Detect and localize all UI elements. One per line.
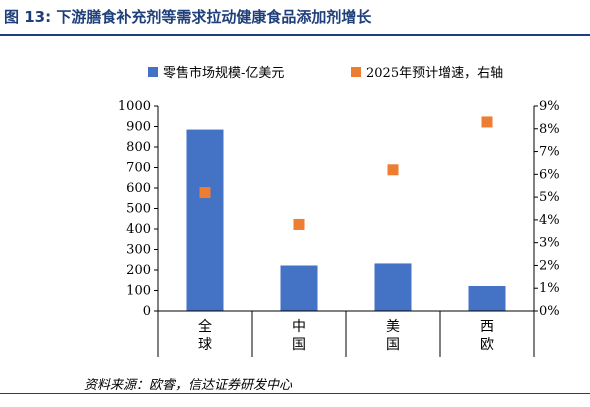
legend-label-growth: 2025年预计增速，右轴 bbox=[366, 66, 503, 81]
y-right-tick-label: 4% bbox=[539, 213, 560, 228]
growth-marker-0 bbox=[199, 187, 211, 199]
figure-title: 图 13: 下游膳食补充剂等需求拉动健康食品添加剂增长 bbox=[4, 8, 372, 26]
y-right-tick-label: 9% bbox=[539, 99, 560, 114]
y-right-tick-label: 8% bbox=[539, 122, 560, 137]
bar-2 bbox=[374, 263, 412, 311]
figure-header: 图 13: 下游膳食补充剂等需求拉动健康食品添加剂增长 bbox=[0, 0, 590, 36]
y-right-tick-label: 3% bbox=[539, 236, 560, 251]
growth-marker-1 bbox=[293, 218, 305, 230]
y-left-tick-label: 500 bbox=[126, 202, 151, 217]
y-left-tick-label: 900 bbox=[126, 120, 151, 135]
bar-1 bbox=[280, 265, 318, 311]
x-tick-label-3: 西欧 bbox=[480, 319, 494, 353]
y-left-tick-label: 1000 bbox=[118, 99, 151, 114]
y-right-tick-label: 6% bbox=[539, 167, 560, 182]
growth-marker-2 bbox=[387, 164, 399, 176]
y-left-tick-label: 600 bbox=[126, 181, 151, 196]
bottom-divider bbox=[0, 393, 590, 394]
x-tick-label-2: 美国 bbox=[386, 319, 400, 353]
growth-marker-3 bbox=[481, 116, 493, 128]
y-left-tick-label: 100 bbox=[126, 284, 151, 299]
legend-swatch-growth bbox=[351, 67, 361, 77]
x-tick-label-1: 中国 bbox=[292, 319, 306, 353]
y-left-tick-label: 700 bbox=[126, 161, 151, 176]
y-left-tick-label: 400 bbox=[126, 222, 151, 237]
legend-swatch-retail bbox=[148, 67, 158, 77]
y-right-tick-label: 2% bbox=[539, 258, 560, 273]
y-left-tick-label: 800 bbox=[126, 140, 151, 155]
x-tick-label-0: 全球 bbox=[198, 318, 212, 353]
y-left-tick-label: 200 bbox=[126, 263, 151, 278]
bar-3 bbox=[468, 285, 506, 311]
y-left-tick-label: 300 bbox=[126, 243, 151, 258]
y-right-tick-label: 5% bbox=[539, 190, 560, 205]
y-right-tick-label: 1% bbox=[539, 281, 560, 296]
y-left-tick-label: 0 bbox=[143, 304, 151, 319]
y-right-tick-label: 7% bbox=[539, 145, 560, 160]
y-right-tick-label: 0% bbox=[539, 304, 560, 319]
chart: 零售市场规模-亿美元 2025年预计增速，右轴 0 100 200 300 400 500 60… bbox=[118, 65, 560, 357]
bar-0 bbox=[186, 129, 224, 311]
title-divider bbox=[0, 34, 590, 36]
source-note: 资料来源：欧睿，信达证券研发中心 bbox=[84, 378, 293, 393]
legend-label-retail: 零售市场规模-亿美元 bbox=[163, 65, 284, 81]
